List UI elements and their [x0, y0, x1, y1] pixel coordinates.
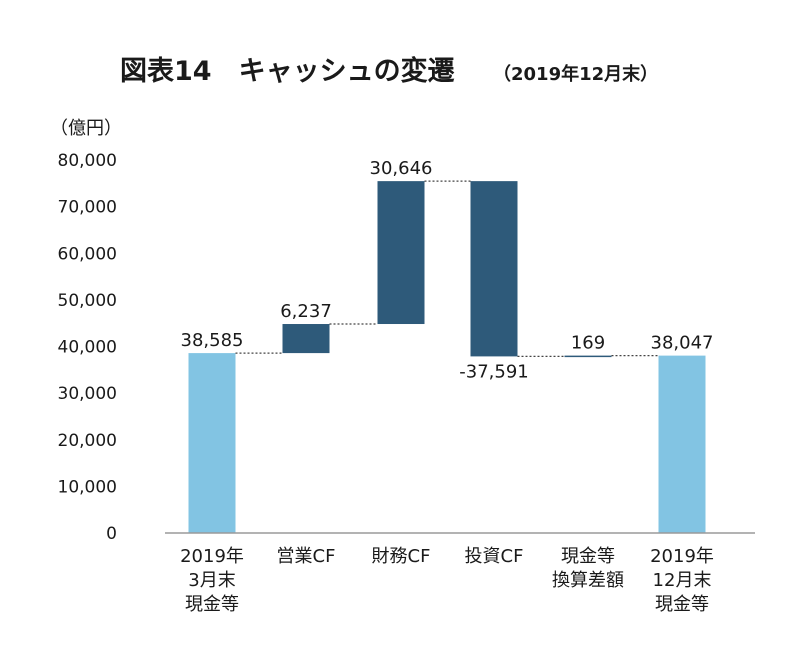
category-label: 2019年 — [650, 546, 714, 567]
data-label: 6,237 — [280, 301, 332, 322]
bar-2 — [282, 324, 330, 354]
category-label: 換算差額 — [552, 570, 624, 591]
data-label: -37,591 — [459, 361, 528, 382]
y-tick-label: 80,000 — [58, 151, 117, 171]
y-tick-label: 70,000 — [58, 198, 117, 218]
data-label: 169 — [571, 333, 605, 354]
category-label: 2019年 — [180, 546, 244, 567]
y-axis-unit-label: （億円） — [50, 118, 122, 139]
category-label: 3月末 — [188, 570, 235, 591]
category-label: 現金等 — [185, 594, 239, 615]
category-label: 現金等 — [561, 546, 615, 567]
data-label: 30,646 — [370, 158, 433, 179]
y-tick-label: 50,000 — [58, 291, 117, 311]
category-label: 12月末 — [653, 570, 712, 591]
category-label: 営業CF — [277, 546, 336, 567]
bar-3 — [377, 181, 425, 325]
y-tick-label: 60,000 — [58, 244, 117, 264]
y-tick-label: 40,000 — [58, 338, 117, 358]
bar-6 — [658, 355, 706, 533]
data-label: 38,585 — [181, 330, 244, 351]
connectors-group — [235, 180, 659, 357]
bar-5 — [564, 355, 612, 358]
bars-group — [188, 181, 706, 533]
chart-title: 図表14 キャッシュの変遷 — [120, 55, 455, 87]
y-tick-label: 0 — [106, 524, 117, 544]
y-tick-label: 30,000 — [58, 384, 117, 404]
y-axis-ticks: 0 10,000 20,000 30,000 40,000 50,000 60,000 70,… — [58, 151, 117, 544]
y-tick-label: 20,000 — [58, 431, 117, 451]
bar-1 — [188, 353, 236, 533]
category-label: 財務CF — [372, 546, 431, 567]
data-label: 38,047 — [651, 333, 714, 354]
category-label: 投資CF — [465, 546, 524, 567]
bar-4 — [470, 181, 518, 357]
chart-subtitle: （2019年12月末） — [493, 63, 658, 85]
y-tick-label: 10,000 — [58, 477, 117, 497]
data-labels-group: 38,585 6,237 30,646 -37,591 169 38,047 — [181, 158, 714, 382]
category-label: 現金等 — [655, 594, 709, 615]
